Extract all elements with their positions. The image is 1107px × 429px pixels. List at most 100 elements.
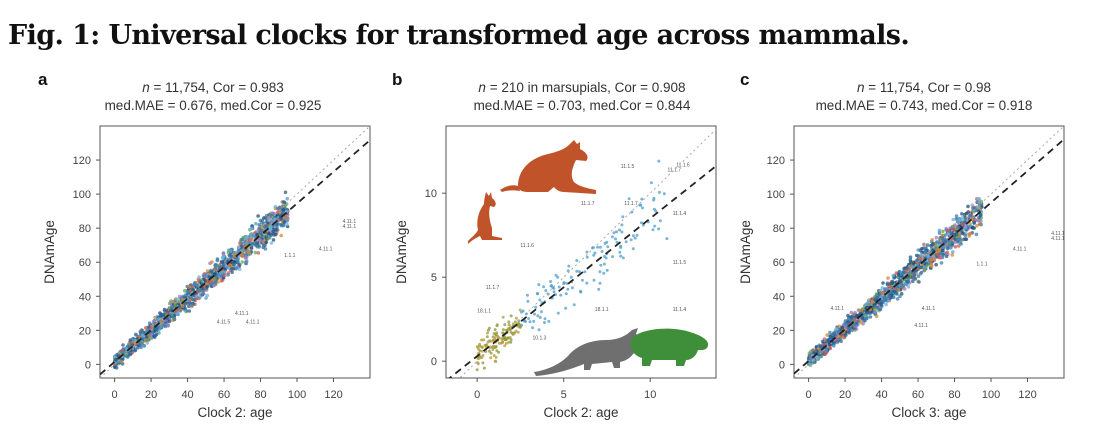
- scatter-point: [281, 208, 286, 212]
- scatter-point: [183, 293, 188, 297]
- scatter-point: [121, 343, 125, 347]
- scatter-point: [920, 253, 924, 257]
- scatter-point: [514, 316, 518, 320]
- scatter-point: [259, 228, 264, 233]
- scatter-point: [978, 222, 983, 226]
- scatter-point: [253, 250, 258, 255]
- scatter-point: [190, 303, 194, 307]
- scatter-point: [491, 348, 495, 352]
- point-labels-a: 4.11.14.11.14.11.14.11.14.11.5 4.11.11.1.…: [217, 219, 357, 325]
- scatter-point: [908, 259, 913, 264]
- plot-frame-a: [99, 125, 371, 379]
- scatter-point: [556, 311, 560, 315]
- scatter-point: [950, 253, 954, 257]
- scatter-point: [841, 336, 845, 340]
- kangaroo-large-icon: [500, 140, 596, 194]
- scatter-point: [912, 273, 917, 278]
- scatter-point: [482, 366, 486, 370]
- scatter-point: [142, 344, 147, 348]
- scatter-point: [850, 315, 854, 319]
- scatter-point: [612, 231, 616, 235]
- scatter-point: [162, 313, 166, 317]
- scatter-point: [577, 270, 581, 274]
- scatter-point: [503, 337, 507, 341]
- scatter-point: [526, 299, 530, 303]
- scatter-point: [272, 217, 277, 221]
- point-label: 11.1.6: [676, 162, 690, 168]
- scatter-point: [258, 238, 263, 242]
- scatter-point: [640, 197, 644, 201]
- scatter-point: [890, 281, 894, 286]
- y-tick-label: 80: [773, 223, 785, 235]
- scatter-point: [592, 278, 596, 282]
- scatter-point: [606, 245, 610, 249]
- scatter-point: [531, 326, 535, 330]
- scatter-point: [569, 275, 573, 279]
- scatter-point: [489, 345, 493, 349]
- scatter-point: [855, 313, 859, 318]
- scatter-point: [951, 250, 955, 254]
- scatter-point: [269, 225, 273, 229]
- scatter-point: [654, 209, 658, 213]
- scatter-point: [919, 257, 923, 261]
- scatter-point: [482, 338, 486, 342]
- scatter-point: [272, 233, 276, 237]
- scatter-point: [271, 230, 275, 234]
- scatter-point: [124, 352, 129, 357]
- scatter-point: [509, 314, 513, 318]
- scatter-point: [943, 239, 948, 244]
- chart-b-svg: b n = 210 in marsupials, Cor = 0.908 med…: [392, 70, 717, 420]
- point-label: 4.11.1: [922, 306, 936, 312]
- point-label: 4.11.1: [831, 306, 845, 312]
- scatter-point: [935, 240, 939, 244]
- stat-line2-b: med.MAE = 0.703, med.Cor = 0.844: [474, 98, 691, 113]
- scatter-point: [602, 262, 606, 266]
- y-tick-label: 5: [431, 272, 437, 284]
- scatter-point: [232, 253, 237, 258]
- scatter-point: [957, 217, 962, 222]
- point-label: 11.1.7: [624, 201, 638, 207]
- scatter-point: [256, 251, 261, 255]
- scatter-point: [629, 238, 633, 242]
- scatter-point: [823, 351, 827, 356]
- scatter-point: [275, 206, 280, 211]
- scatter-point: [939, 261, 944, 265]
- scatter-point: [173, 303, 178, 307]
- scatter-point: [958, 237, 962, 241]
- scatter-point: [898, 294, 902, 298]
- scatter-point: [863, 314, 867, 318]
- scatter-point: [570, 286, 574, 290]
- scatter-point: [972, 220, 976, 225]
- scatter-point: [825, 333, 829, 337]
- scatter-point: [979, 210, 984, 214]
- point-label: 11.1.7: [581, 201, 595, 207]
- scatter-point: [967, 224, 972, 228]
- scatter-point: [943, 233, 948, 237]
- scatter-point: [562, 281, 566, 284]
- scatter-point: [565, 282, 569, 285]
- point-label: 11.1.4: [673, 307, 687, 313]
- scatter-point: [853, 310, 857, 315]
- scatter-point: [512, 331, 516, 335]
- scatter-point: [868, 315, 873, 319]
- scatter-point: [503, 323, 507, 327]
- scatter-point: [232, 262, 236, 267]
- point-label: 11.1.4: [673, 211, 687, 217]
- scatter-point: [567, 264, 571, 268]
- x-tick-label: 10: [644, 389, 656, 401]
- scatter-point: [537, 283, 541, 287]
- scatter-point: [592, 253, 596, 257]
- scatter-point: [226, 273, 230, 277]
- scatter-point: [281, 223, 286, 228]
- point-label: 11.1.5: [673, 260, 687, 266]
- scatter-point: [876, 307, 881, 311]
- y-tick-label: 20: [79, 325, 91, 337]
- scatter-point: [938, 255, 942, 260]
- scatter-point: [489, 339, 493, 343]
- scatter-point: [640, 221, 643, 225]
- scatter-points-a: [112, 190, 290, 370]
- scatter-point: [575, 259, 579, 262]
- scatter-point: [205, 293, 210, 298]
- scatter-point: [949, 245, 953, 250]
- scatter-point: [229, 252, 233, 257]
